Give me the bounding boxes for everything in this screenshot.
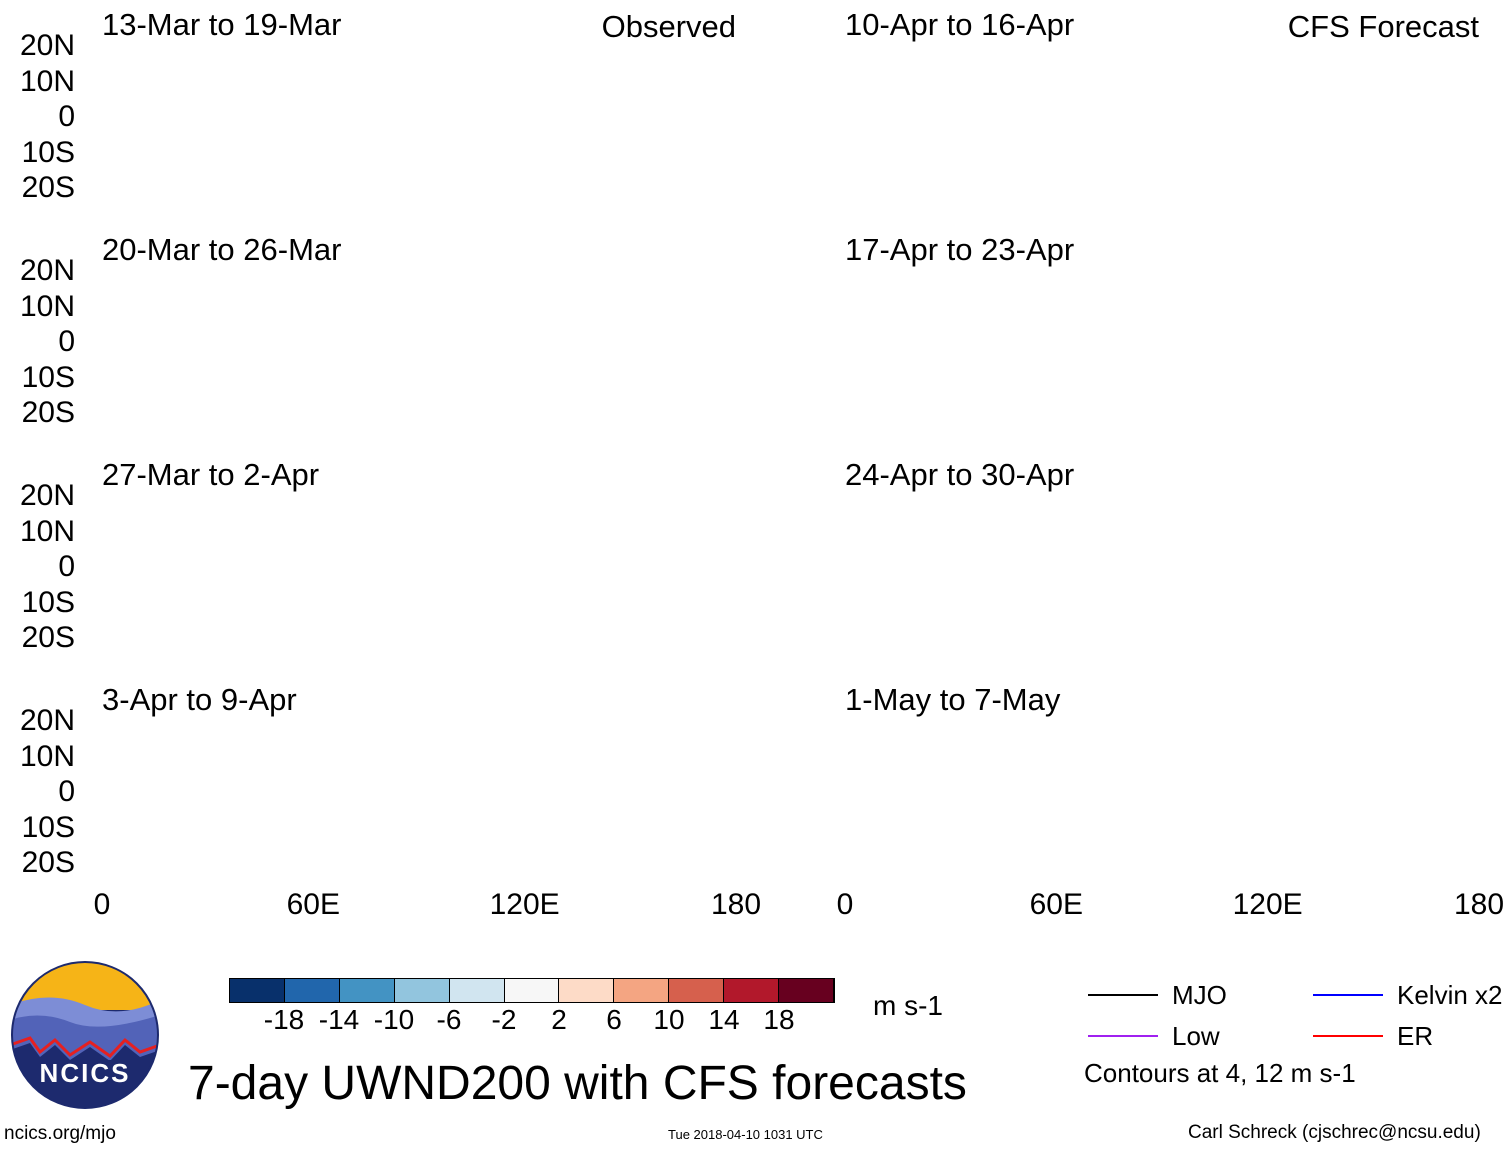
lat-tick-label: 20S bbox=[21, 171, 75, 204]
lon-tick-label: 60E bbox=[1029, 888, 1084, 921]
lat-tick-label: 20N bbox=[19, 704, 75, 737]
panel-title: 13-Mar to 19-Mar bbox=[102, 7, 342, 42]
lon-tick-label: 180 bbox=[1453, 888, 1505, 921]
legend-label: Low bbox=[1172, 1021, 1220, 1051]
panel-title: 27-Mar to 2-Apr bbox=[102, 457, 320, 492]
colorbar-label: -2 bbox=[491, 1004, 517, 1035]
lat-tick-label: 0 bbox=[58, 325, 75, 358]
colorbar-swatch bbox=[449, 979, 505, 1002]
lat-tick-label: 10N bbox=[19, 64, 75, 98]
logo-text: NCICS bbox=[39, 1058, 131, 1088]
lat-tick-label: 20S bbox=[21, 396, 75, 429]
lat-tick-label: 10S bbox=[21, 360, 75, 394]
legend-line bbox=[1088, 994, 1158, 996]
lat-tick-label: 10S bbox=[21, 135, 75, 169]
lon-tick-label: 0 bbox=[93, 888, 111, 921]
colorbar-swatch bbox=[394, 979, 450, 1002]
lat-tick-label: 10N bbox=[19, 289, 75, 323]
colorbar-label: -6 bbox=[436, 1004, 462, 1035]
colorbar-swatch bbox=[614, 979, 670, 1002]
colorbar-label: -18 bbox=[263, 1004, 305, 1035]
legend-label: ER bbox=[1397, 1021, 1434, 1051]
lat-tick-label: 20N bbox=[19, 479, 75, 512]
colorbar-swatch bbox=[504, 979, 560, 1002]
lat-tick-label: 20N bbox=[19, 29, 75, 62]
lat-tick-label: 0 bbox=[58, 775, 75, 808]
legend-label: MJO bbox=[1172, 980, 1227, 1010]
colorbar-swatch bbox=[339, 979, 395, 1002]
colorbar-label: 14 bbox=[708, 1004, 740, 1035]
lat-tick-label: 10N bbox=[19, 739, 75, 773]
lat-tick-label: 10S bbox=[21, 585, 75, 619]
lat-tick-label: 20S bbox=[21, 846, 75, 879]
colorbar-label: 10 bbox=[653, 1004, 685, 1035]
colorbar-swatch bbox=[284, 979, 340, 1002]
figure-title: 7-day UWND200 with CFS forecasts bbox=[188, 1057, 967, 1110]
legend-note: Contours at 4, 12 m s-1 bbox=[1084, 1058, 1356, 1088]
legend-label: Kelvin x2 bbox=[1397, 980, 1503, 1010]
footer-timestamp: Tue 2018-04-10 1031 UTC bbox=[668, 1127, 823, 1142]
colorbar-units: m s-1 bbox=[873, 990, 943, 1021]
lat-tick-label: 10N bbox=[19, 514, 75, 548]
panel-title: 20-Mar to 26-Mar bbox=[102, 232, 342, 267]
legend-line bbox=[1088, 1035, 1158, 1037]
lat-tick-label: 20S bbox=[21, 621, 75, 654]
panel-title: 10-Apr to 16-Apr bbox=[845, 7, 1075, 42]
colorbar bbox=[229, 978, 835, 1003]
colorbar-label: 18 bbox=[763, 1004, 795, 1035]
panel-title: 1-May to 7-May bbox=[845, 682, 1061, 717]
ncics-logo: NCICS bbox=[10, 960, 160, 1110]
colorbar-swatch bbox=[230, 979, 285, 1002]
footer-url[interactable]: ncics.org/mjo bbox=[4, 1123, 116, 1144]
footer-author: Carl Schreck (cjschrec@ncsu.edu) bbox=[1188, 1122, 1481, 1143]
panel-title: 3-Apr to 9-Apr bbox=[102, 682, 297, 717]
panel-title: 17-Apr to 23-Apr bbox=[845, 232, 1075, 267]
colorbar-label: 2 bbox=[551, 1004, 567, 1035]
colorbar-swatch bbox=[669, 979, 725, 1002]
lon-tick-label: 120E bbox=[489, 888, 560, 921]
lon-tick-label: 0 bbox=[836, 888, 854, 921]
colorbar-label: 6 bbox=[606, 1004, 622, 1035]
colorbar-label: -14 bbox=[318, 1004, 360, 1035]
colorbar-label: -10 bbox=[373, 1004, 415, 1035]
lat-tick-label: 0 bbox=[58, 550, 75, 583]
lat-tick-label: 0 bbox=[58, 100, 75, 133]
lon-tick-label: 180 bbox=[710, 888, 762, 921]
colorbar-swatch bbox=[559, 979, 615, 1002]
colorbar-swatch bbox=[779, 979, 834, 1002]
lat-tick-label: 10S bbox=[21, 810, 75, 844]
observed-label: Observed bbox=[601, 9, 736, 44]
lon-tick-label: 60E bbox=[286, 888, 341, 921]
colorbar-swatch bbox=[724, 979, 780, 1002]
legend-line bbox=[1313, 994, 1383, 996]
forecast-label: CFS Forecast bbox=[1287, 9, 1479, 44]
lat-tick-label: 20N bbox=[19, 254, 75, 287]
legend-line bbox=[1313, 1035, 1383, 1037]
lon-tick-label: 120E bbox=[1232, 888, 1303, 921]
panel-title: 24-Apr to 30-Apr bbox=[845, 457, 1075, 492]
